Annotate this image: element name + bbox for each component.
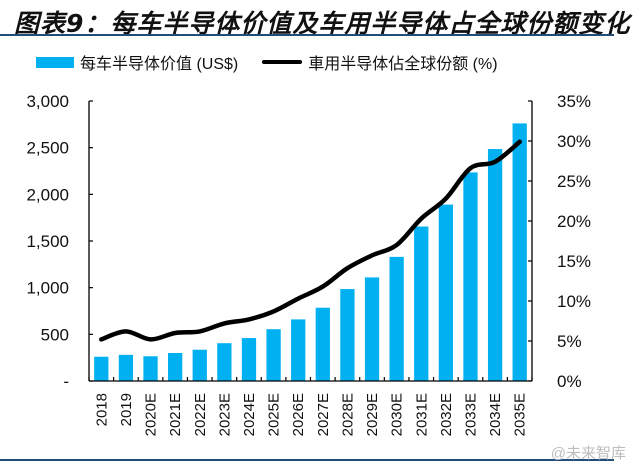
title-divider xyxy=(0,34,614,36)
bar-2032E xyxy=(438,204,453,381)
bar-2027E xyxy=(315,307,330,381)
x-tick-label: 2032E xyxy=(438,393,455,436)
bar-2021E xyxy=(168,353,183,381)
chart-title: 图表9：每车半导体价值及车用半导体占全球份额变化 xyxy=(14,9,631,38)
right-tick-label: 15% xyxy=(557,252,591,271)
bar-2031E xyxy=(414,226,429,381)
bar-2035E xyxy=(512,123,527,382)
x-tick-label: 2025E xyxy=(266,393,283,436)
right-tick-label: 25% xyxy=(557,172,591,191)
x-tick-label: 2035E xyxy=(512,393,529,436)
bar-2023E xyxy=(217,343,232,381)
x-tick-label: 2028E xyxy=(339,393,356,436)
left-tick-label: 500 xyxy=(41,325,69,344)
x-tick-label: 2029E xyxy=(364,393,381,436)
bar-2024E xyxy=(241,338,257,381)
left-tick-label: 1,500 xyxy=(26,232,69,251)
legend-line-swatch xyxy=(262,60,303,64)
x-tick-label: 2031E xyxy=(413,393,430,436)
right-tick-label: 0% xyxy=(557,372,582,391)
bar-2033E xyxy=(463,172,478,381)
x-tick-label: 2034E xyxy=(487,393,504,436)
x-tick-label: 2022E xyxy=(192,393,209,436)
legend: 每车半导体价值 (US$) 車用半导体佔全球份额 (%) xyxy=(36,50,498,74)
left-tick-label: 1,000 xyxy=(26,279,69,298)
bar-2025E xyxy=(266,329,281,381)
bar-2029E xyxy=(364,277,380,381)
right-tick-label: 35% xyxy=(557,92,591,111)
bar-2020E xyxy=(143,356,158,381)
watermark: @未来智库 xyxy=(550,445,626,462)
right-tick-label: 5% xyxy=(557,332,582,351)
x-tick-label: 2020E xyxy=(143,393,160,436)
legend-line-label: 車用半导体佔全球份额 (%) xyxy=(308,56,498,73)
x-tick-label: 2021E xyxy=(167,393,184,436)
x-tick-label: 2033E xyxy=(462,393,479,436)
right-tick-label: 30% xyxy=(557,132,591,151)
bar-2028E xyxy=(340,289,355,381)
x-tick-label: 2027E xyxy=(315,393,332,436)
bar-2019 xyxy=(118,354,134,381)
line-series xyxy=(99,139,522,342)
x-tick-label: 2026E xyxy=(290,393,307,436)
bar-2030E xyxy=(389,256,404,381)
bar-2034E xyxy=(487,149,503,381)
left-tick-label: - xyxy=(63,372,69,391)
bar-2018 xyxy=(94,356,109,381)
bar-2026E xyxy=(291,319,306,381)
legend-bar-swatch xyxy=(36,56,74,68)
legend-bar-label: 每车半导体价值 (US$) xyxy=(80,56,239,73)
x-tick-label: 2023E xyxy=(216,393,233,436)
x-tick-label: 2024E xyxy=(241,393,258,436)
right-tick-label: 20% xyxy=(557,212,591,231)
right-tick-label: 10% xyxy=(557,292,591,311)
x-tick-label: 2018 xyxy=(93,393,110,426)
axes xyxy=(88,100,533,382)
bar-series xyxy=(94,123,527,382)
x-tick-label: 2030E xyxy=(389,393,406,436)
share-line xyxy=(99,139,522,342)
left-tick-label: 3,000 xyxy=(26,92,69,111)
tick-labels: - 500 1,000 1,500 2,000 2,500 3,000 0% 5% 10% 15% 2… xyxy=(26,92,591,436)
left-tick-label: 2,000 xyxy=(26,185,69,204)
footer-divider xyxy=(0,459,614,461)
x-tick-label: 2019 xyxy=(118,393,135,426)
bar-2022E xyxy=(192,349,207,381)
left-tick-label: 2,500 xyxy=(26,139,69,158)
